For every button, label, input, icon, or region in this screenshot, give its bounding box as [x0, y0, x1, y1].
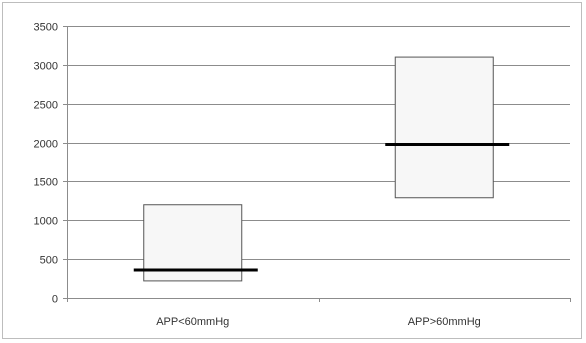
- axes: [63, 26, 571, 302]
- y-tick-label: 500: [40, 255, 58, 267]
- x-tick-label: APP>60mmHg: [408, 316, 481, 328]
- y-tick-label: 1500: [34, 177, 58, 189]
- y-tick-label: 3500: [34, 22, 58, 34]
- gridlines: [67, 26, 570, 260]
- y-tick-label: 1000: [34, 216, 58, 228]
- median-lines: [133, 143, 510, 272]
- x-tick-labels: APP<60mmHg APP>60mmHg: [156, 316, 481, 328]
- y-tick-label: 2000: [34, 139, 58, 151]
- box-0: [143, 204, 243, 282]
- y-tick-label: 3000: [34, 61, 58, 73]
- y-tick-label: 0: [52, 294, 58, 306]
- x-tick-label: APP<60mmHg: [156, 316, 229, 328]
- box-1: [394, 56, 494, 199]
- boxes: [143, 56, 494, 282]
- y-tick-labels: 0 500 1000 1500 2000 2500 3000 3500: [34, 22, 58, 306]
- y-tick-label: 2500: [34, 100, 58, 112]
